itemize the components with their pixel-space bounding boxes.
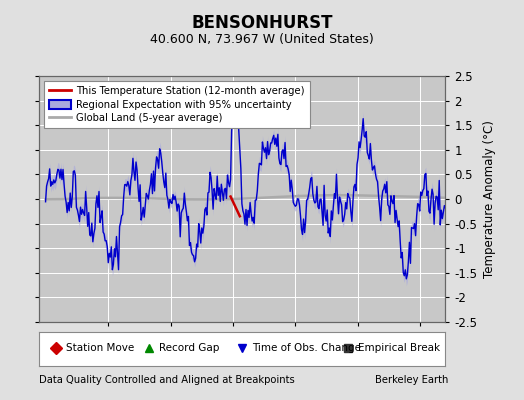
Text: Berkeley Earth: Berkeley Earth xyxy=(375,375,448,385)
Text: Station Move: Station Move xyxy=(66,343,134,353)
Legend: This Temperature Station (12-month average), Regional Expectation with 95% uncer: This Temperature Station (12-month avera… xyxy=(45,81,310,128)
Y-axis label: Temperature Anomaly (°C): Temperature Anomaly (°C) xyxy=(483,120,496,278)
Text: 40.600 N, 73.967 W (United States): 40.600 N, 73.967 W (United States) xyxy=(150,33,374,46)
Text: BENSONHURST: BENSONHURST xyxy=(191,14,333,32)
Text: Empirical Break: Empirical Break xyxy=(358,343,440,353)
Text: Data Quality Controlled and Aligned at Breakpoints: Data Quality Controlled and Aligned at B… xyxy=(39,375,295,385)
Text: Record Gap: Record Gap xyxy=(159,343,220,353)
Text: Time of Obs. Change: Time of Obs. Change xyxy=(253,343,362,353)
